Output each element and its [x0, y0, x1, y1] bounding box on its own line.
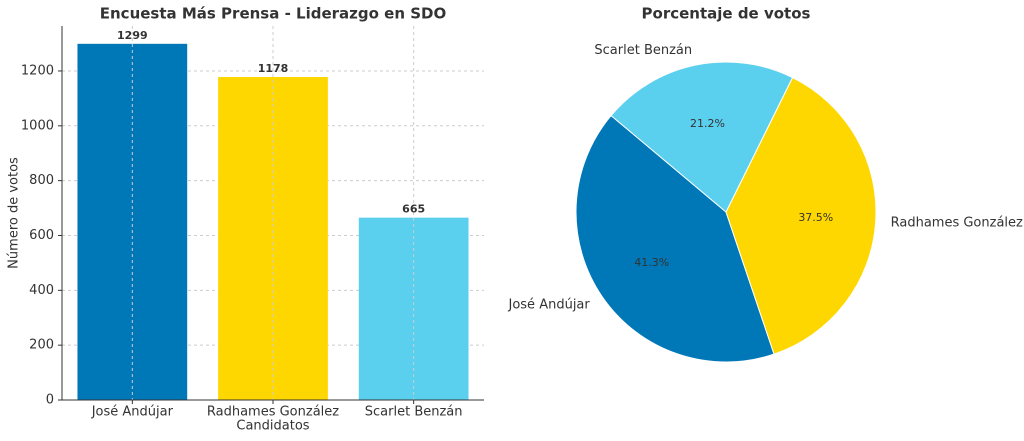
pie-title: Porcentaje de votos — [642, 5, 811, 23]
x-tick-label: Radhames González — [207, 405, 339, 420]
value-label: 665 — [402, 203, 425, 216]
percent-label: 41.3% — [634, 256, 669, 269]
x-tick-label: José Andújar — [91, 405, 174, 420]
bar-title: Encuesta Más Prensa - Liderazgo en SDO — [100, 5, 446, 23]
y-tick-label: 0 — [46, 393, 54, 408]
y-tick-label: 1200 — [21, 63, 54, 78]
y-tick-label: 800 — [29, 173, 54, 188]
slice-label: Radhames González — [891, 215, 1023, 230]
y-tick-label: 200 — [29, 338, 54, 353]
x-tick-label: Scarlet Benzán — [365, 405, 463, 420]
pie-slice — [575, 114, 775, 363]
value-label: 1178 — [258, 62, 289, 75]
pie-slice — [610, 61, 794, 213]
y-axis-label: Número de votos — [7, 157, 22, 269]
x-axis-label: Candidatos — [236, 419, 309, 434]
pie-slice — [725, 76, 877, 355]
y-tick-label: 1000 — [21, 118, 54, 133]
slice-label: José Andújar — [508, 298, 591, 313]
percent-label: 37.5% — [798, 211, 833, 224]
y-tick-label: 600 — [29, 228, 54, 243]
slice-label: Scarlet Benzán — [594, 43, 692, 58]
value-label: 1299 — [117, 29, 148, 42]
percent-label: 21.2% — [690, 117, 725, 130]
y-tick-label: 400 — [29, 283, 54, 298]
